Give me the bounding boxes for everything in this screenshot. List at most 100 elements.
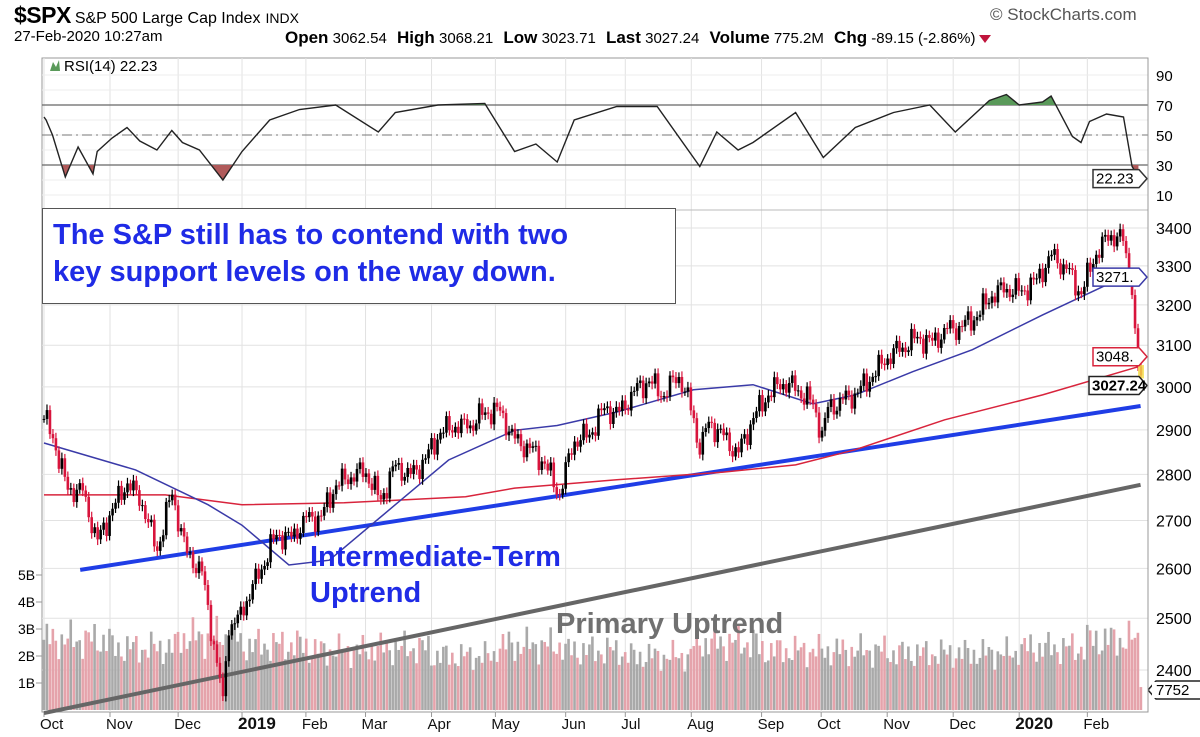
price-candle-body [161, 535, 165, 542]
volume-bar [856, 650, 860, 710]
ma50-value-tag-outline [1092, 267, 1149, 287]
volume-bar [734, 639, 737, 710]
price-bars [42, 223, 1143, 702]
price-candle-body [260, 569, 263, 579]
volume-bar [892, 650, 895, 710]
volume-bar [689, 648, 693, 710]
volume-value: 775.2M [773, 30, 824, 47]
price-candle-body [287, 531, 290, 533]
volume-bar [820, 648, 824, 710]
price-candle-body [513, 428, 517, 439]
volume-bar [290, 642, 293, 710]
volume-bar [474, 657, 478, 710]
price-candle-body [185, 536, 189, 553]
volume-bar [182, 633, 186, 710]
volume-bar [597, 650, 600, 710]
volume-bar [1088, 630, 1092, 710]
volume-bar [331, 655, 335, 710]
volume-bar [975, 663, 979, 710]
price-candle-body [480, 403, 484, 415]
price-candle-body [51, 434, 55, 439]
price-candle-body [1005, 289, 1009, 293]
price-candle-body [1080, 291, 1083, 295]
price-candle-body [427, 449, 430, 459]
price-candle-body [957, 325, 961, 340]
price-candle-body [776, 377, 779, 385]
volume-bar [1130, 639, 1134, 710]
x-tick-label: Dec [174, 716, 201, 733]
volume-bar [832, 652, 836, 710]
volume-bar [570, 655, 573, 710]
price-candle-body [132, 480, 135, 491]
volume-bar [379, 632, 383, 710]
high-value: 3068.21 [438, 30, 494, 47]
volume-bar [319, 641, 323, 710]
volume-bar [137, 662, 141, 710]
volume-bar [564, 643, 567, 710]
price-candle-body [1050, 254, 1053, 257]
volume-tick-label: 2B [18, 648, 35, 664]
volume-bar [531, 642, 535, 710]
price-candle-body [191, 552, 195, 568]
volume-bar [346, 646, 350, 710]
low-label: Low [503, 28, 538, 47]
price-candle-body [951, 320, 955, 329]
volume-bar [886, 658, 889, 710]
price-candle-body [934, 332, 937, 341]
x-tick-label: Apr [428, 716, 451, 733]
volume-tick-label: 1B [18, 675, 35, 691]
volume-bar [805, 667, 809, 710]
price-candle-body [233, 623, 237, 625]
price-candle-body [269, 534, 272, 563]
price-candle-body [102, 522, 105, 530]
price-candle-body [1032, 277, 1035, 280]
volume-bar [158, 640, 162, 710]
volume-bar [588, 644, 591, 710]
volume-bar [1074, 659, 1077, 710]
price-candle-body [552, 462, 556, 488]
price-candle-body [400, 463, 404, 481]
volume-bar [987, 647, 991, 710]
volume-bar [603, 663, 606, 710]
volume-bar [629, 643, 633, 710]
price-candle-body [1026, 290, 1030, 301]
price-candle-body [239, 606, 243, 615]
volume-bar [981, 639, 985, 710]
volume-bar [653, 648, 657, 710]
price-candle-body [916, 336, 919, 339]
price-candle-body [665, 396, 669, 398]
price-candle-body [1047, 256, 1050, 268]
price-candle-body [904, 347, 907, 353]
volume-bar [459, 644, 463, 710]
primary-trend-label: Primary Uptrend [556, 608, 784, 640]
volume-bar [403, 630, 406, 710]
volume-bar [743, 647, 746, 710]
price-candle-body [316, 515, 320, 532]
price-candle-body [141, 505, 144, 507]
price-candle-body [448, 416, 451, 431]
price-candle-body [155, 546, 159, 551]
price-candle-body [600, 408, 603, 411]
volume-bar [883, 635, 886, 710]
volume-bar [114, 655, 117, 710]
chart-title: $SPX S&P 500 Large Cap Index INDX [14, 2, 299, 29]
price-candle-body [632, 390, 636, 392]
x-tick-label: Aug [687, 716, 714, 733]
price-candle-body [1133, 295, 1137, 329]
x-tick-label: Oct [40, 716, 64, 733]
volume-bar [784, 648, 788, 710]
price-candle-body [1059, 263, 1062, 275]
price-candle-body [761, 395, 764, 412]
volume-bar [1106, 644, 1110, 710]
volume-bar [713, 625, 716, 710]
volume-bar [424, 650, 427, 710]
price-candle-body [221, 677, 225, 697]
volume-bar [665, 658, 669, 710]
price-candle-body [302, 515, 305, 533]
volume-bar [921, 647, 925, 710]
volume-tick-label: 4B [18, 594, 35, 610]
volume-bar [775, 640, 779, 710]
price-candle-body [773, 377, 776, 398]
price-tick-label: 2900 [1156, 423, 1192, 440]
volume-value-tag-bg [1152, 682, 1200, 698]
